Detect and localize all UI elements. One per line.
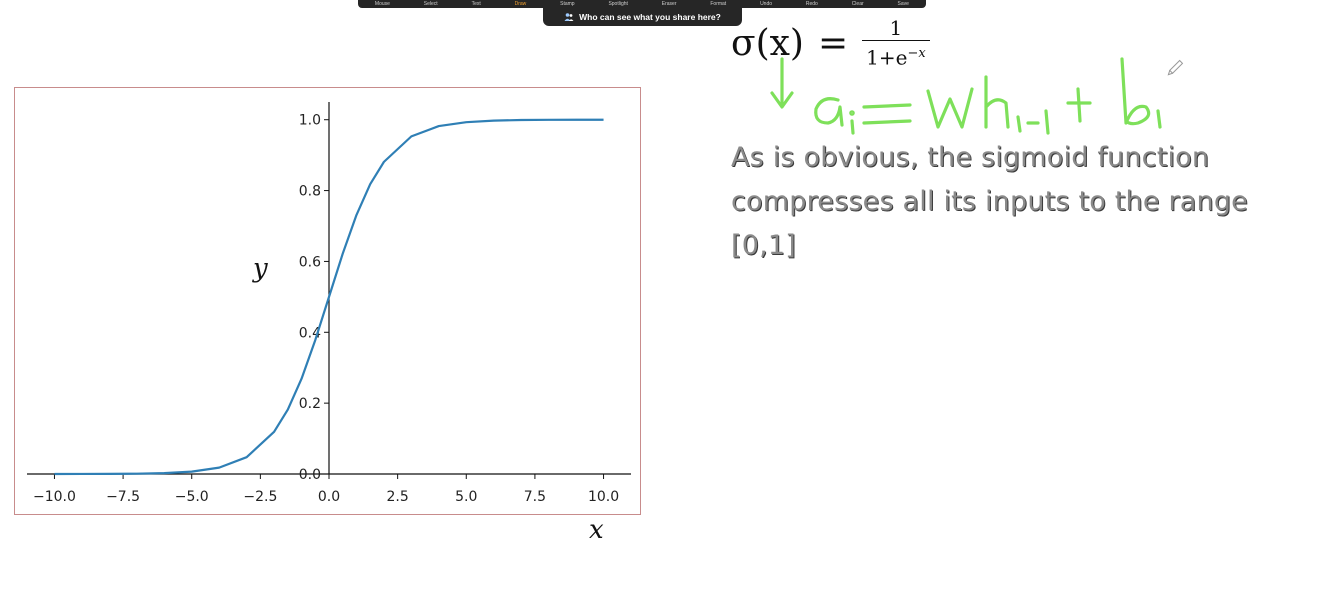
hw-sub-i-b (1156, 109, 1162, 129)
sigmoid-formula: σ(x) = 1 1+e−x (731, 8, 930, 78)
toolbar-item-undo[interactable]: Undo (760, 0, 773, 7)
explanation-line-2: compresses all its inputs to the range (731, 186, 1248, 217)
users-icon (564, 13, 574, 21)
x-axis-label-container: x (589, 515, 604, 545)
y-tick-label: 1.0 (299, 113, 321, 129)
toolbar-item-clear[interactable]: Clear (851, 0, 864, 7)
formula-denominator-exp: −x (907, 45, 926, 61)
sigmoid-plot: −10.0 −7.5 −5.0 −2.5 0.0 2.5 5.0 7.5 10.0 0.0 0.2 0… (14, 87, 641, 515)
x-axis-label: x (589, 515, 604, 545)
toolbar-item-draw[interactable]: Draw (514, 0, 527, 7)
share-banner-text: Who can see what you share here? (579, 12, 721, 22)
explanation-line-3: [0,1] (731, 230, 797, 261)
x-tick-label: 0.0 (318, 489, 340, 505)
toolbar-item-text[interactable]: Text (471, 0, 481, 7)
share-visibility-banner[interactable]: Who can see what you share here? (543, 8, 742, 26)
toolbar-item-format[interactable]: Format (710, 0, 727, 7)
hw-equals (862, 103, 912, 125)
formula-denominator: 1+e−x (862, 39, 930, 71)
x-tick-label: −2.5 (243, 489, 277, 505)
toolbar-item-select[interactable]: Select (423, 0, 438, 7)
toolbar-item-mouse[interactable]: Mouse (374, 0, 390, 7)
x-tick-label: 7.5 (524, 489, 546, 505)
y-tick-label: 0.0 (299, 467, 321, 483)
x-tick-label: −7.5 (106, 489, 140, 505)
hw-letter-h (984, 75, 1010, 129)
x-tick-label: −10.0 (33, 489, 76, 505)
formula-denominator-base: 1+e (866, 45, 908, 70)
hw-sub-i (850, 119, 855, 135)
hw-plus (1066, 87, 1092, 123)
hw-letter-b (1120, 57, 1151, 126)
toolbar-item-stamp[interactable]: Stamp (560, 0, 575, 7)
explanation-text: As is obvious, the sigmoid function comp… (731, 136, 1316, 268)
formula-fraction: 1 1+e−x (862, 16, 930, 71)
y-tick-label: 0.6 (299, 254, 321, 270)
hw-letter-W (926, 87, 974, 129)
explanation-line-1: As is obvious, the sigmoid function (731, 142, 1210, 173)
formula-lhs: σ(x) (731, 22, 804, 64)
toolbar-item-redo[interactable]: Redo (805, 0, 818, 7)
toolbar-item-spotlight[interactable]: Spotlight (608, 0, 628, 7)
x-tick-label: −5.0 (175, 489, 209, 505)
y-tick-label: 0.2 (299, 396, 321, 412)
toolbar-item-eraser[interactable]: Eraser (661, 0, 677, 7)
sigmoid-curve (54, 118, 604, 476)
hw-letter-a (814, 97, 844, 127)
pen-cursor-icon (1167, 59, 1184, 76)
annotation-toolbar: Mouse Select Text Draw Stamp Spotlight Eraser F… (358, 0, 926, 8)
down-arrow-icon (770, 57, 794, 109)
plot-canvas: −10.0 −7.5 −5.0 −2.5 0.0 2.5 5.0 7.5 10.0 0.0 0.2 0… (27, 102, 631, 505)
formula-equals: = (817, 22, 849, 64)
x-tick-label: 10.0 (588, 489, 619, 505)
toolbar-item-save[interactable]: Save (897, 0, 909, 7)
y-axis-label: y (252, 254, 268, 284)
y-tick-label: 0.8 (299, 184, 321, 200)
hw-sub-i-minus-1 (1016, 109, 1050, 135)
formula-numerator: 1 (889, 15, 903, 40)
handwritten-annotation (770, 57, 1184, 135)
x-tick-label: 2.5 (387, 489, 409, 505)
x-tick-label: 5.0 (455, 489, 477, 505)
